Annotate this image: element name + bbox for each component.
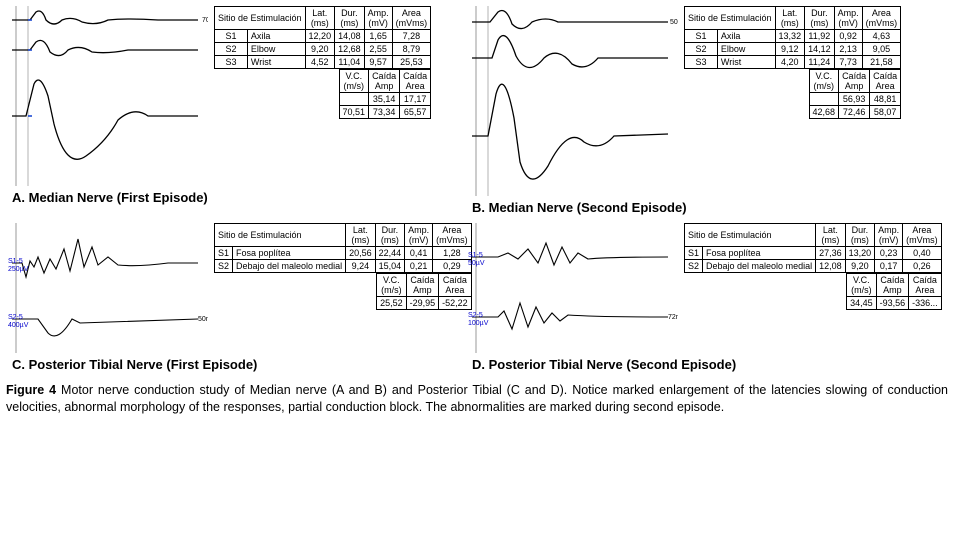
table-A-vc: V.C.(m/s) CaídaAmp CaídaArea 35,1417,177… bbox=[339, 69, 432, 119]
table-row: 70,5173,3465,57 bbox=[339, 106, 431, 119]
table-group-A: Sitio de Estimulación Lat.(ms) Dur.(ms) … bbox=[214, 6, 431, 119]
table-C-main: Sitio de Estimulación Lat.(ms) Dur.(ms) … bbox=[214, 223, 472, 273]
label-C: C. Posterior Tibial Nerve (First Episode… bbox=[12, 357, 452, 372]
svg-text:50µV: 50µV bbox=[468, 260, 485, 267]
panel-C: S1-5 250µV S2-5 400µV 50mA Sitio de Esti… bbox=[0, 217, 460, 374]
table-row: S2Debajo del maleolo medial9,2415,040,21… bbox=[215, 260, 472, 273]
table-row: S2Elbow9,1214,122,139,05 bbox=[685, 43, 901, 56]
table-D-vc: V.C.(m/s) CaídaAmp CaídaArea 34,45-93,56… bbox=[846, 273, 942, 310]
hdr-stim: Sitio de Estimulación bbox=[215, 7, 306, 30]
waveform-B: 50mA bbox=[468, 6, 678, 196]
table-D-main: Sitio de Estimulación Lat.(ms) Dur.(ms) … bbox=[684, 223, 942, 273]
table-group-B: Sitio de Estimulación Lat.(ms) Dur.(ms) … bbox=[684, 6, 901, 119]
table-row: 34,45-93,56-336... bbox=[847, 297, 942, 310]
panel-D: S1-5 50µV S2-5 100µV 72mA Sitio de Estim… bbox=[460, 217, 950, 374]
svg-text:72mA: 72mA bbox=[668, 314, 678, 321]
row-median: 70mA Sitio de Estimulación Lat.(ms) Dur.… bbox=[0, 0, 954, 217]
table-B-main: Sitio de Estimulación Lat.(ms) Dur.(ms) … bbox=[684, 6, 901, 69]
table-B-vc: V.C.(m/s) CaídaAmp CaídaArea 56,9348,814… bbox=[809, 69, 902, 119]
figure-caption: Figure 4 Motor nerve conduction study of… bbox=[6, 382, 948, 416]
svg-text:S2-5: S2-5 bbox=[468, 312, 483, 319]
table-row: 25,52-29,95-52,22 bbox=[377, 297, 472, 310]
table-row: 56,9348,81 bbox=[809, 93, 901, 106]
label-A: A. Median Nerve (First Episode) bbox=[12, 190, 452, 205]
label-D: D. Posterior Tibial Nerve (Second Episod… bbox=[472, 357, 942, 372]
svg-text:250µV: 250µV bbox=[8, 266, 29, 273]
caption-text: Motor nerve conduction study of Median n… bbox=[6, 383, 948, 414]
table-row: S1Fosa poplítea27,3613,200,230,40 bbox=[685, 247, 942, 260]
table-row: 35,1417,17 bbox=[339, 93, 431, 106]
caption-bold: Figure 4 bbox=[6, 383, 56, 397]
svg-text:400µV: 400µV bbox=[8, 322, 29, 329]
table-row: S1Axila13,3211,920,924,63 bbox=[685, 30, 901, 43]
svg-text:100µV: 100µV bbox=[468, 320, 489, 327]
svg-text:50mA: 50mA bbox=[670, 19, 678, 26]
figure-4: 70mA Sitio de Estimulación Lat.(ms) Dur.… bbox=[0, 0, 954, 416]
table-row: 42,6872,4658,07 bbox=[809, 106, 901, 119]
panel-B: 50mA Sitio de Estimulación Lat.(ms) Dur.… bbox=[460, 0, 950, 217]
waveform-A: 70mA bbox=[8, 6, 208, 186]
waveform-D: S1-5 50µV S2-5 100µV 72mA bbox=[468, 223, 678, 353]
table-A-main: Sitio de Estimulación Lat.(ms) Dur.(ms) … bbox=[214, 6, 431, 69]
svg-text:S2-5: S2-5 bbox=[8, 314, 23, 321]
table-group-D: Sitio de Estimulación Lat.(ms) Dur.(ms) … bbox=[684, 223, 942, 310]
table-C-vc: V.C.(m/s) CaídaAmp CaídaArea 25,52-29,95… bbox=[376, 273, 472, 310]
table-row: S1Fosa poplítea20,5622,440,411,28 bbox=[215, 247, 472, 260]
svg-text:S1-5: S1-5 bbox=[8, 258, 23, 265]
label-B: B. Median Nerve (Second Episode) bbox=[472, 200, 942, 215]
table-row: S1Axila12,2014,081,657,28 bbox=[215, 30, 431, 43]
table-row: S2Elbow9,2012,682,558,79 bbox=[215, 43, 431, 56]
svg-text:70mA: 70mA bbox=[202, 17, 208, 24]
table-row: S2Debajo del maleolo medial12,089,200,17… bbox=[685, 260, 942, 273]
waveform-C: S1-5 250µV S2-5 400µV 50mA bbox=[8, 223, 208, 353]
table-row: S3Wrist4,5211,049,5725,53 bbox=[215, 56, 431, 69]
panel-A: 70mA Sitio de Estimulación Lat.(ms) Dur.… bbox=[0, 0, 460, 217]
table-row: S3Wrist4,2011,247,7321,58 bbox=[685, 56, 901, 69]
table-group-C: Sitio de Estimulación Lat.(ms) Dur.(ms) … bbox=[214, 223, 472, 310]
svg-text:50mA: 50mA bbox=[198, 316, 208, 323]
row-tibial: S1-5 250µV S2-5 400µV 50mA Sitio de Esti… bbox=[0, 217, 954, 374]
svg-text:S1-5: S1-5 bbox=[468, 252, 483, 259]
